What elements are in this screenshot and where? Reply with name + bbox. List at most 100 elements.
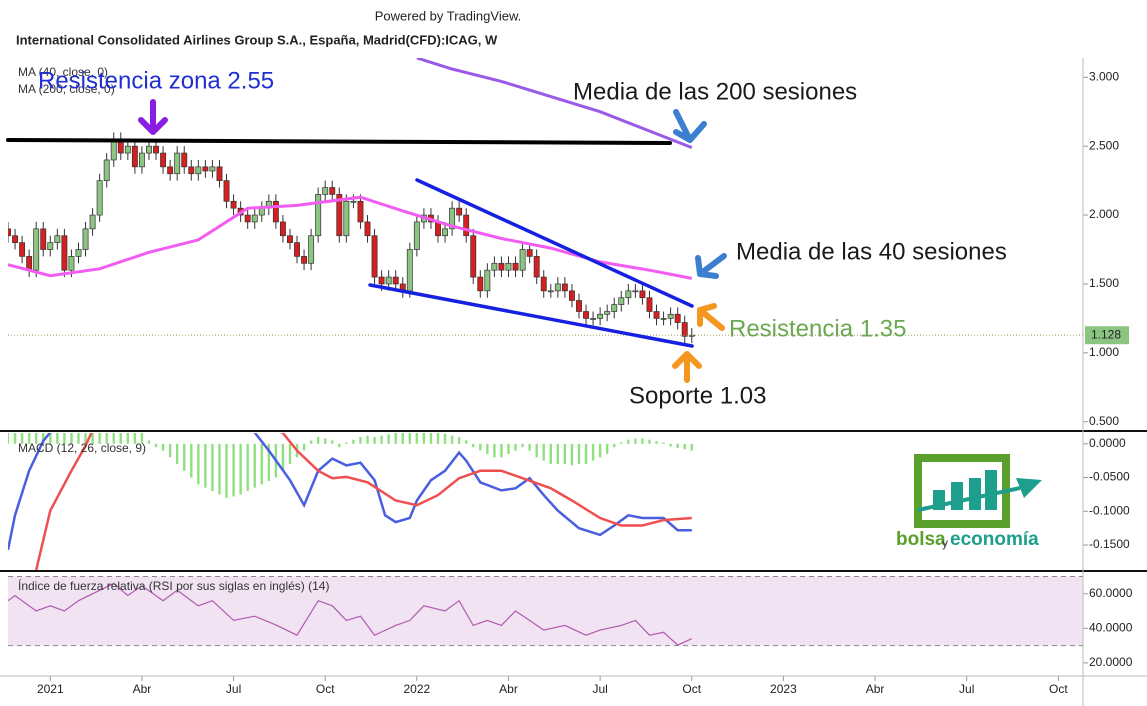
y-tick-label: 2.500 <box>1089 138 1119 152</box>
candle-body <box>153 145 159 154</box>
candle-body <box>357 200 364 223</box>
arrow <box>695 253 727 279</box>
x-tick-label: Abr <box>866 682 885 696</box>
candle-body <box>251 214 258 223</box>
candle-body <box>470 235 477 278</box>
logo-text: bolsa <box>896 529 946 550</box>
candle-body <box>568 290 575 301</box>
logo-bar <box>969 478 981 510</box>
histogram-bar <box>133 433 137 444</box>
candle-body <box>209 166 216 172</box>
histogram-bar <box>486 443 489 454</box>
arrow <box>697 303 725 331</box>
histogram-bar <box>627 439 630 444</box>
histogram-bar <box>472 443 475 448</box>
histogram-bar <box>366 435 369 444</box>
x-tick-label: Jul <box>592 682 607 696</box>
y-tick-label: 0.0000 <box>1089 436 1126 450</box>
histogram-bar <box>598 443 602 458</box>
candle-body <box>597 313 604 319</box>
candle-body <box>33 228 40 271</box>
histogram-bar <box>535 443 538 458</box>
candle-body <box>315 194 322 237</box>
drawings <box>6 138 694 348</box>
histogram-bar <box>288 443 292 465</box>
histogram-bar <box>246 443 249 492</box>
candle-body <box>392 276 399 285</box>
histogram-bar <box>302 443 306 451</box>
candle-body <box>54 235 61 243</box>
histogram-bar <box>154 443 158 448</box>
x-tick-label: Oct <box>1049 682 1068 696</box>
candle-body <box>230 200 237 209</box>
histogram-bar <box>634 438 637 444</box>
candle-body <box>625 290 632 299</box>
histogram-bar <box>521 443 524 448</box>
logo-text: y <box>942 536 948 550</box>
candle-body <box>12 235 18 243</box>
candle-body <box>611 304 618 312</box>
candle-body <box>505 262 512 271</box>
histogram-bar <box>253 443 256 488</box>
histogram-bar <box>394 433 397 444</box>
x-tick-label: 2023 <box>770 682 797 696</box>
candle-body <box>449 207 456 230</box>
histogram-bar <box>260 443 263 485</box>
histogram-bar <box>211 443 214 492</box>
candle-body <box>604 311 611 315</box>
histogram-bar <box>408 433 412 444</box>
histogram-bar <box>218 443 221 495</box>
histogram-bar <box>401 433 404 444</box>
band <box>8 576 1083 646</box>
candle-body <box>68 256 75 271</box>
histogram-bar <box>450 435 454 444</box>
candle-body <box>131 145 138 168</box>
candle-body <box>138 152 145 168</box>
candle-body <box>96 180 103 216</box>
candle-body <box>294 242 300 257</box>
candle-body <box>343 200 350 237</box>
candle-body <box>477 276 484 292</box>
candle-body <box>463 214 470 237</box>
candle-body <box>279 221 286 237</box>
histogram-bar <box>126 433 130 444</box>
histogram-bar <box>161 443 165 451</box>
candle-body <box>244 214 251 223</box>
histogram-bar <box>316 437 320 444</box>
panel <box>8 433 693 570</box>
panel <box>8 575 1083 647</box>
histogram-bar <box>359 437 362 444</box>
histogram-bar <box>387 434 390 444</box>
histogram-bar <box>77 433 80 444</box>
logo-arrow <box>917 486 1021 512</box>
candle-body <box>667 313 674 319</box>
histogram-bar <box>49 433 52 444</box>
histogram-bar <box>183 443 186 471</box>
candle-body <box>583 311 589 319</box>
histogram-bar <box>175 443 179 465</box>
lower-trend-line <box>368 283 694 348</box>
histogram-bar <box>422 433 426 444</box>
histogram-bar <box>620 442 623 444</box>
x-tick-label: Oct <box>316 682 335 696</box>
candle-body <box>124 145 131 154</box>
legend-entry: MA (40, close, 0) <box>18 65 108 79</box>
histogram-bar <box>549 443 552 465</box>
candle-body <box>216 166 223 181</box>
layers: 3.000 2.500 2.000 1.500 1.000 0.500 MA (40, cl… <box>8 58 1133 696</box>
histogram-bar <box>239 443 242 495</box>
y-tick-label: 20.0000 <box>1089 655 1133 669</box>
legend-entry: MA (200, close, 0) <box>18 82 115 96</box>
candle-body <box>167 166 174 175</box>
histogram-bar <box>324 438 327 444</box>
histogram-bar <box>190 443 193 478</box>
arrows <box>138 99 727 383</box>
resistance-line <box>6 138 672 145</box>
candle-body <box>540 276 547 292</box>
logo-text: economía <box>950 529 1039 550</box>
candle-body <box>61 235 68 271</box>
histogram-bar <box>690 443 693 451</box>
histogram-bar <box>443 433 447 444</box>
